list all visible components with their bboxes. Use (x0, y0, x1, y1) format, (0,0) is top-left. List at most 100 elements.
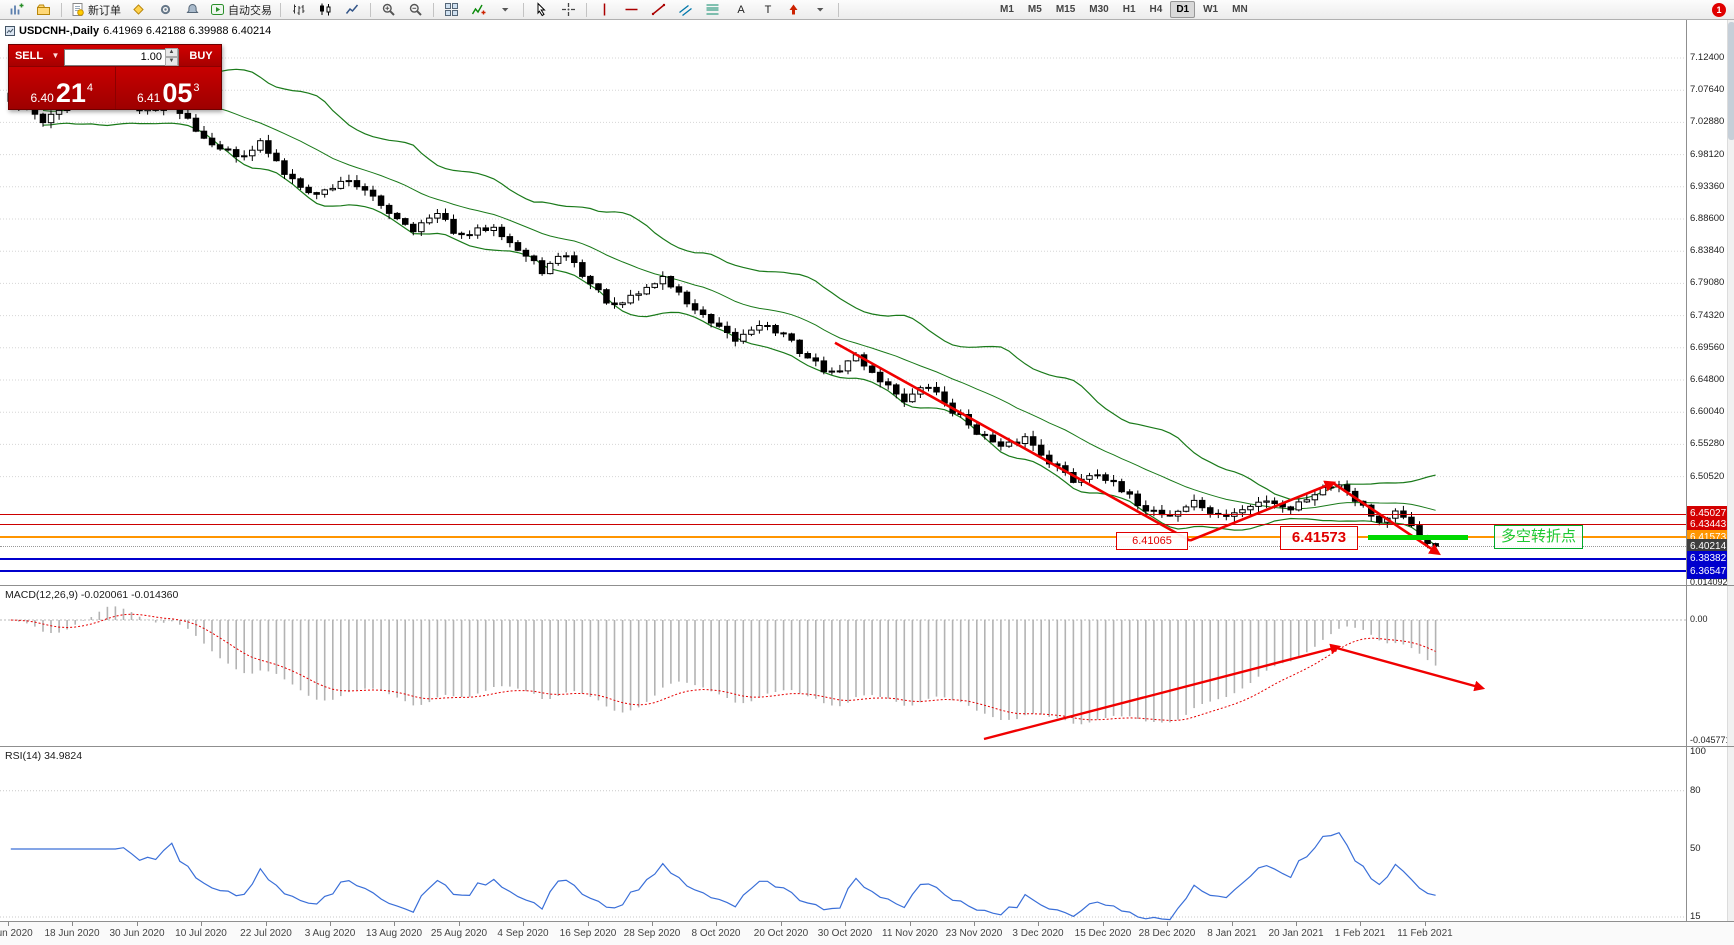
fibonacci-icon (705, 2, 720, 17)
spinner-down-icon[interactable]: ▼ (165, 57, 178, 66)
lot-size-input[interactable] (64, 48, 179, 66)
price-axis-label: 6.93360 (1690, 181, 1725, 192)
indicators-button[interactable] (466, 0, 491, 19)
timeframe-d1[interactable]: D1 (1170, 1, 1196, 18)
fibonacci-button[interactable] (700, 0, 725, 19)
timeframe-h1[interactable]: H1 (1122, 4, 1136, 15)
lot-spinner: ▲ ▼ (165, 48, 178, 66)
tile-windows-button[interactable] (439, 0, 464, 19)
time-axis-tick (72, 922, 73, 926)
macd-axis-label: 0.00 (1690, 614, 1708, 624)
channel-button[interactable] (673, 0, 698, 19)
trendline-icon (651, 2, 666, 17)
price-chart-canvas[interactable] (0, 20, 1686, 585)
buy-price-sup: 3 (193, 82, 200, 94)
sell-price-button[interactable]: 6.40 21 4 (9, 67, 116, 109)
timeframe-h4[interactable]: H4 (1149, 4, 1163, 15)
zoom-out-button[interactable] (403, 0, 428, 19)
time-axis-tick (330, 922, 331, 926)
vertical-line-button[interactable] (592, 0, 617, 19)
timeframe-mn[interactable]: MN (1232, 4, 1248, 15)
timeframe-m5[interactable]: M5 (1027, 4, 1042, 15)
time-axis-label: 16 Sep 2020 (559, 928, 617, 939)
notification-badge[interactable]: 1 (1712, 3, 1726, 17)
price-level-line[interactable] (0, 524, 1686, 525)
timeframe-w1[interactable]: W1 (1203, 4, 1219, 15)
panel-divider[interactable] (0, 746, 1734, 747)
candlestick-chart-button[interactable] (313, 0, 338, 19)
spinner-up-icon[interactable]: ▲ (165, 48, 178, 57)
rsi-panel[interactable]: RSI(14) 34.9824 (0, 747, 1686, 921)
support-price-label[interactable]: 6.41065 (1116, 532, 1188, 550)
horizontal-line-button[interactable] (619, 0, 644, 19)
shapes-icon (816, 2, 825, 17)
buy-price-button[interactable]: 6.41 05 3 (115, 67, 221, 109)
bar-chart-button[interactable] (286, 0, 311, 19)
time-axis[interactable]: 8 Jun 2020 18 Jun 2020 30 Jun 2020 10 Jul 2… (0, 922, 1734, 945)
buy-button[interactable]: BUY (189, 49, 213, 62)
new-chart-button[interactable] (4, 0, 29, 19)
profiles-icon (36, 2, 51, 17)
timeframe-m30[interactable]: M30 (1089, 4, 1109, 15)
price-chart-area[interactable]: USDCNH-,Daily 6.41969 6.42188 6.39988 6.… (0, 20, 1686, 585)
alert-icon (185, 2, 200, 17)
candlestick-chart-icon (318, 2, 333, 17)
price-level-line[interactable] (0, 558, 1686, 560)
trendline-button[interactable] (646, 0, 671, 19)
timeframe-m1[interactable]: M1 (1000, 4, 1014, 15)
line-chart-button[interactable] (340, 0, 365, 19)
time-axis-tick (781, 922, 782, 926)
time-axis-tick (1038, 922, 1039, 926)
price-tag: 6.38382 (1687, 551, 1734, 566)
time-axis-label: 18 Jun 2020 (44, 928, 100, 939)
price-axis-label: 6.69560 (1690, 342, 1725, 353)
zoom-in-button[interactable] (376, 0, 401, 19)
chevron-down-icon[interactable]: ▼ (51, 51, 60, 60)
time-axis-label: 10 Jul 2020 (175, 928, 227, 939)
price-tag: 6.40214 (1687, 539, 1734, 554)
time-axis-tick (459, 922, 460, 926)
cursor-button[interactable] (529, 0, 554, 19)
channel-icon (678, 2, 693, 17)
script-button[interactable] (153, 0, 178, 19)
rsi-axis-label: 80 (1690, 785, 1701, 796)
metaeditor-button[interactable] (126, 0, 151, 19)
sell-price-small: 6.40 (30, 91, 54, 105)
time-axis-tick (910, 922, 911, 926)
scrollbar-thumb[interactable] (1728, 22, 1734, 140)
new-order-icon (70, 2, 85, 17)
price-level-line[interactable] (0, 514, 1686, 515)
time-axis-tick (1360, 922, 1361, 926)
shapes-dropdown[interactable] (808, 0, 833, 19)
macd-panel[interactable]: MACD(12,26,9) -0.020061 -0.014360 (0, 586, 1686, 746)
price-level-line[interactable] (0, 546, 1686, 547)
sell-button[interactable]: SELL (14, 49, 44, 62)
crosshair-button[interactable] (556, 0, 581, 19)
arrows-button[interactable] (781, 0, 806, 19)
main-toolbar: 新订单 自动交易 A T M1 M5 M15 M30 H1 H4 D1 W1 MN 1 (0, 0, 1734, 20)
autotrading-button[interactable]: 自动交易 (207, 0, 275, 19)
pivot-price-label[interactable]: 6.41573 (1280, 526, 1358, 550)
turning-point-label[interactable]: 多空转折点 (1494, 525, 1584, 549)
label-button[interactable]: T (764, 3, 772, 16)
new-order-button[interactable]: 新订单 (67, 0, 124, 19)
macd-axis-label: -0.045771 (1690, 735, 1731, 745)
timeframe-m15[interactable]: M15 (1055, 4, 1076, 15)
time-axis-tick (974, 922, 975, 926)
price-tag: 6.43443 (1687, 517, 1734, 532)
alert-button[interactable] (180, 0, 205, 19)
vertical-scrollbar[interactable] (1727, 20, 1734, 922)
price-level-line[interactable] (0, 570, 1686, 572)
turning-point-line[interactable] (1368, 535, 1468, 540)
indicators-dropdown[interactable] (493, 0, 518, 19)
panel-divider[interactable] (0, 585, 1734, 586)
text-button[interactable]: A (737, 3, 745, 16)
macd-indicator-label: MACD(12,26,9) -0.020061 -0.014360 (5, 589, 179, 601)
profiles-button[interactable] (31, 0, 56, 19)
chart-window-icon (5, 26, 15, 36)
new-chart-icon (9, 2, 24, 17)
indicators-icon (501, 2, 510, 17)
price-axis[interactable]: 7.12400 7.07640 7.02880 6.98120 6.93360 6.886… (1686, 20, 1734, 922)
toolbar-separator (586, 2, 587, 17)
